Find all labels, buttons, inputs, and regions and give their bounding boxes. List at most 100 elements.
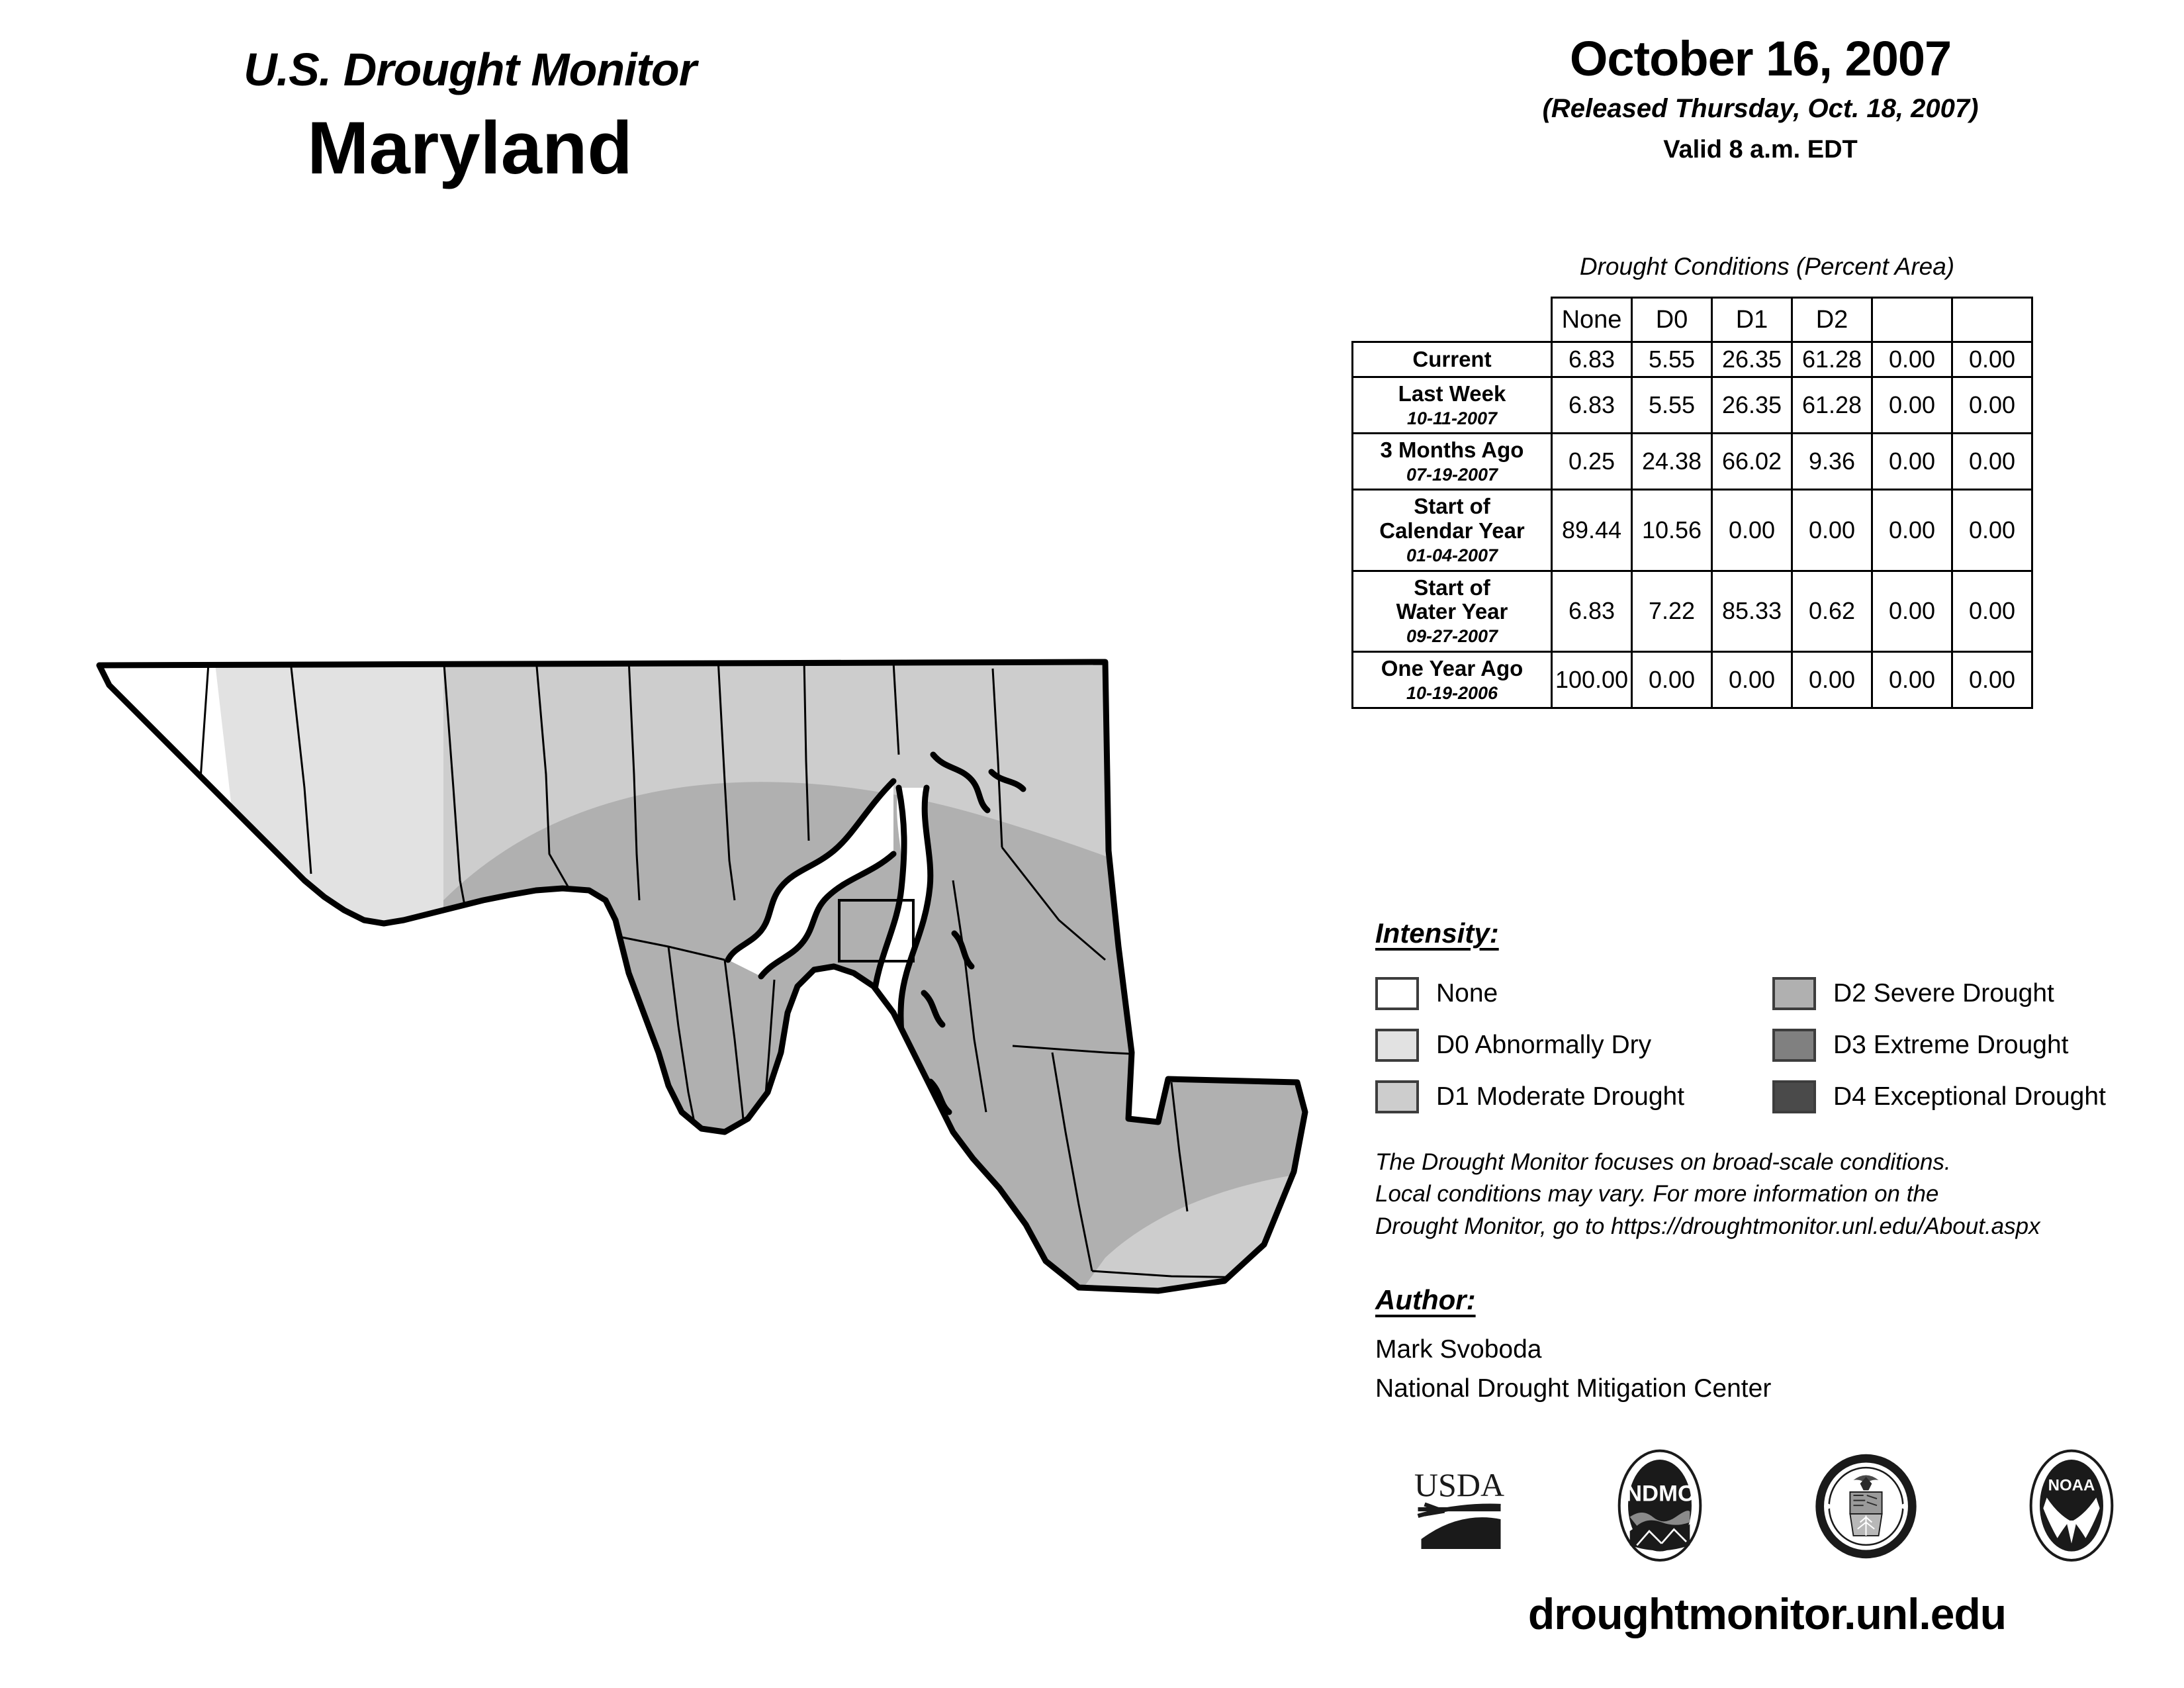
row-label-date: 10-19-2006 xyxy=(1406,682,1498,703)
release-date: October 16, 2007 xyxy=(1569,31,1952,86)
cell-calyear-d0: 10.56 xyxy=(1631,489,1713,572)
drought-conditions-table: None D0 D1 D2 D3 D4 Current 6.83 5.55 26… xyxy=(1351,297,2033,709)
row-label-text: Start of Calendar Year xyxy=(1379,494,1525,543)
table-row: Last Week 10-11-2007 6.83 5.55 26.35 61.… xyxy=(1351,375,2033,435)
baltimore-city-outline xyxy=(838,899,915,962)
column-header-d4: D4 xyxy=(1951,297,2033,343)
cell-oneyear-none: 100.00 xyxy=(1551,650,1633,709)
cell-current-d4: 0.00 xyxy=(1951,341,2033,378)
row-label-current: Current xyxy=(1351,341,1553,378)
cell-calyear-d4: 0.00 xyxy=(1951,489,2033,572)
row-label-text: One Year Ago xyxy=(1381,655,1524,680)
cell-3-months-none: 0.25 xyxy=(1551,432,1633,491)
row-label-3-months-ago: 3 Months Ago 07-19-2007 xyxy=(1351,432,1553,491)
table-row: Current 6.83 5.55 26.35 61.28 0.00 0.00 xyxy=(1351,341,2033,378)
row-label-date: 10-11-2007 xyxy=(1406,408,1498,428)
swatch-d1-icon xyxy=(1375,1080,1419,1113)
row-label-one-year-ago: One Year Ago 10-19-2006 xyxy=(1351,650,1553,709)
drought-map[interactable] xyxy=(73,589,1357,1331)
legend-item-d4: D4 Exceptional Drought xyxy=(1772,1080,2169,1113)
cell-calyear-d2: 0.00 xyxy=(1791,489,1873,572)
row-label-date: 01-04-2007 xyxy=(1406,545,1498,566)
cell-current-d3: 0.00 xyxy=(1871,341,1953,378)
cell-oneyear-d1: 0.00 xyxy=(1711,650,1793,709)
disclaimer-line-3: Drought Monitor, go to https://droughtmo… xyxy=(1375,1213,2040,1239)
swatch-d4-icon xyxy=(1772,1080,1816,1113)
logo-strip: USDA NDMC xyxy=(1377,1430,2158,1582)
cell-oneyear-d2: 0.00 xyxy=(1791,650,1873,709)
legend-row: D1 Moderate Drought D4 Exceptional Droug… xyxy=(1375,1071,2169,1123)
cell-current-d1: 26.35 xyxy=(1711,341,1793,378)
cell-calyear-none: 89.44 xyxy=(1551,489,1633,572)
doc-seal-logo xyxy=(1815,1454,1917,1558)
row-label-text: Start of Water Year xyxy=(1396,575,1508,624)
legend-label-none: None xyxy=(1436,979,1498,1008)
disclaimer-line-1: The Drought Monitor focuses on broad-sca… xyxy=(1375,1149,1951,1175)
column-header-none: None xyxy=(1551,297,1633,343)
maryland-map-svg[interactable] xyxy=(73,589,1357,1331)
header-spacer xyxy=(1353,298,1552,342)
legend-item-d1: D1 Moderate Drought xyxy=(1375,1080,1772,1113)
row-label-start-water-year: Start of Water Year 09-27-2007 xyxy=(1351,569,1553,653)
author-title: Author: xyxy=(1375,1284,1476,1315)
ndmc-logo: NDMC xyxy=(1617,1449,1702,1562)
ndmc-logo-text: NDMC xyxy=(1625,1481,1694,1507)
cell-last-week-d3: 0.00 xyxy=(1871,375,1953,435)
intensity-legend-title: Intensity: xyxy=(1375,917,1499,949)
legend-label-d2: D2 Severe Drought xyxy=(1833,979,2054,1008)
cell-last-week-d0: 5.55 xyxy=(1631,375,1713,435)
swatch-none-icon xyxy=(1375,977,1419,1010)
column-header-d1: D1 xyxy=(1711,297,1793,343)
author-block: Mark Svoboda National Drought Mitigation… xyxy=(1375,1331,1771,1408)
legend-label-d4: D4 Exceptional Drought xyxy=(1833,1082,2106,1111)
intensity-legend: None D2 Severe Drought D0 Abnormally Dry… xyxy=(1375,968,2169,1123)
cell-3-months-d3: 0.00 xyxy=(1871,432,1953,491)
table-row: 3 Months Ago 07-19-2007 0.25 24.38 66.02… xyxy=(1351,432,2033,491)
released-note: (Released Thursday, Oct. 18, 2007) xyxy=(1542,93,1979,123)
cell-wateryear-d1: 85.33 xyxy=(1711,569,1793,653)
row-label-text: Last Week xyxy=(1398,381,1506,406)
table-header-row: None D0 D1 D2 D3 D4 xyxy=(1353,297,2033,343)
cell-oneyear-d3: 0.00 xyxy=(1871,650,1953,709)
cell-calyear-d3: 0.00 xyxy=(1871,489,1953,572)
row-label-date: 07-19-2007 xyxy=(1406,465,1498,485)
row-label-text: Current xyxy=(1412,346,1492,371)
author-affiliation: National Drought Mitigation Center xyxy=(1375,1374,1772,1403)
map-panel: U.S. Drought Monitor Maryland xyxy=(0,46,1357,1331)
cell-last-week-none: 6.83 xyxy=(1551,375,1633,435)
cell-3-months-d4: 0.00 xyxy=(1951,432,2033,491)
swatch-d2-icon xyxy=(1772,977,1816,1010)
noaa-logo: NOAA xyxy=(2029,1449,2114,1562)
legend-label-d3: D3 Extreme Drought xyxy=(1833,1031,2069,1059)
legend-item-d2: D2 Severe Drought xyxy=(1772,977,2169,1010)
swatch-d0-icon xyxy=(1375,1029,1419,1062)
state-title: Maryland xyxy=(307,107,633,189)
row-label-text: 3 Months Ago xyxy=(1380,438,1524,463)
legend-item-none: None xyxy=(1375,977,1772,1010)
page-title: U.S. Drought Monitor xyxy=(244,44,697,95)
table-row: Start of Calendar Year 01-04-2007 89.44 1… xyxy=(1351,489,2033,572)
row-label-last-week: Last Week 10-11-2007 xyxy=(1351,375,1553,435)
date-block: October 16, 2007 (Released Thursday, Oct… xyxy=(1363,33,2158,164)
disclaimer-line-2: Local conditions may vary. For more info… xyxy=(1375,1181,1939,1207)
usda-logo: USDA xyxy=(1414,1466,1504,1549)
row-label-start-calendar-year: Start of Calendar Year 01-04-2007 xyxy=(1351,489,1553,572)
cell-wateryear-d3: 0.00 xyxy=(1871,569,1953,653)
title-block: U.S. Drought Monitor Maryland xyxy=(0,46,940,191)
usda-logo-text: USDA xyxy=(1414,1466,1504,1503)
cell-current-d2: 61.28 xyxy=(1791,341,1873,378)
legend-row: None D2 Severe Drought xyxy=(1375,968,2169,1019)
cell-current-none: 6.83 xyxy=(1551,341,1633,378)
legend-label-d1: D1 Moderate Drought xyxy=(1436,1082,1685,1111)
column-header-d2: D2 xyxy=(1791,297,1873,343)
legend-item-d0: D0 Abnormally Dry xyxy=(1375,1029,1772,1062)
column-header-d0: D0 xyxy=(1631,297,1713,343)
table-row: Start of Water Year 09-27-2007 6.83 7.22 … xyxy=(1351,569,2033,653)
cell-wateryear-none: 6.83 xyxy=(1551,569,1633,653)
legend-label-d0: D0 Abnormally Dry xyxy=(1436,1031,1652,1059)
legend-row: D0 Abnormally Dry D3 Extreme Drought xyxy=(1375,1019,2169,1071)
cell-wateryear-d4: 0.00 xyxy=(1951,569,2033,653)
table-caption: Drought Conditions (Percent Area) xyxy=(1579,253,1955,280)
map-fill-layer xyxy=(99,662,1305,1291)
cell-oneyear-d0: 0.00 xyxy=(1631,650,1713,709)
